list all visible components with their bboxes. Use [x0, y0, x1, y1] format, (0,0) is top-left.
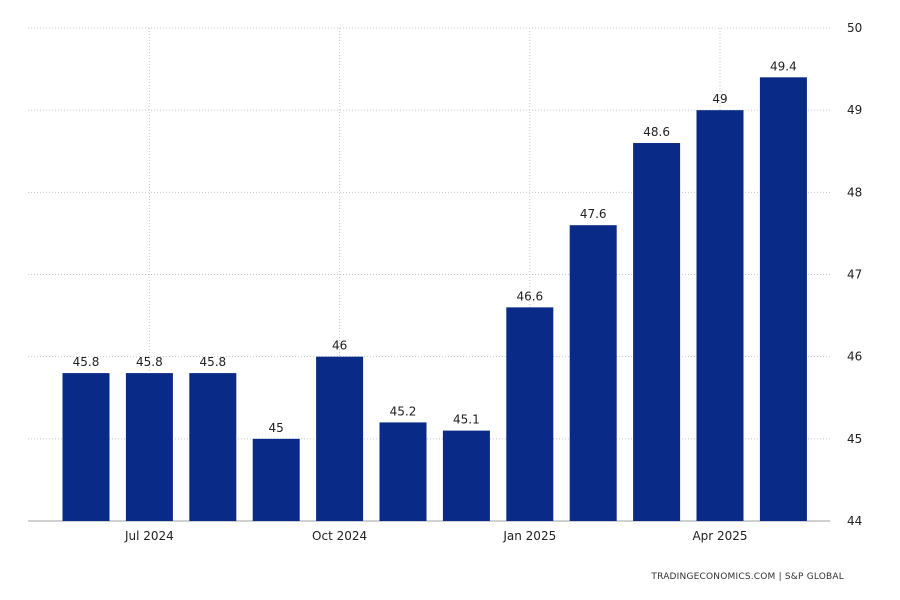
bar [125, 373, 173, 521]
bar [759, 77, 807, 522]
bar [569, 225, 617, 521]
data-label: 45 [269, 421, 284, 435]
y-tick-label: 50 [847, 21, 862, 35]
source-credit: TRADINGECONOMICS.COM | S&P GLOBAL [651, 572, 844, 582]
x-tick-label: Apr 2025 [692, 529, 747, 543]
data-label: 45.1 [453, 413, 480, 427]
data-label: 49.4 [770, 59, 797, 73]
data-label: 45.8 [73, 355, 100, 369]
bar [252, 438, 300, 521]
data-label: 47.6 [580, 207, 607, 221]
y-tick-label: 47 [847, 268, 862, 282]
x-tick-label: Oct 2024 [312, 529, 367, 543]
y-axis: 44 45 46 47 48 49 50 [847, 21, 862, 528]
bar [442, 430, 490, 521]
y-tick-label: 44 [847, 514, 862, 528]
bar [189, 373, 237, 521]
data-label: 46 [332, 339, 347, 353]
x-tick-label: Jan 2025 [502, 529, 556, 543]
data-label: 45.2 [390, 404, 417, 418]
y-tick-label: 49 [847, 103, 862, 117]
data-labels: 45.8 45.8 45.8 45 46 45.2 45.1 46.6 47.6 48.6 49 49… [73, 59, 797, 435]
data-label: 48.6 [643, 125, 670, 139]
bar [379, 422, 427, 521]
data-label: 45.8 [199, 355, 226, 369]
data-label: 45.8 [136, 355, 163, 369]
bar [696, 110, 744, 522]
bars [62, 77, 807, 522]
y-tick-label: 48 [847, 185, 862, 199]
x-axis: Jul 2024 Oct 2024 Jan 2025 Apr 2025 [124, 529, 748, 543]
y-tick-label: 46 [847, 350, 862, 364]
data-label: 49 [712, 92, 727, 106]
bar [506, 307, 554, 521]
x-tick-label: Jul 2024 [124, 529, 174, 543]
y-tick-label: 45 [847, 432, 862, 446]
bar [62, 373, 110, 521]
bar [316, 356, 364, 521]
bar [633, 143, 681, 522]
data-label: 46.6 [516, 289, 543, 303]
